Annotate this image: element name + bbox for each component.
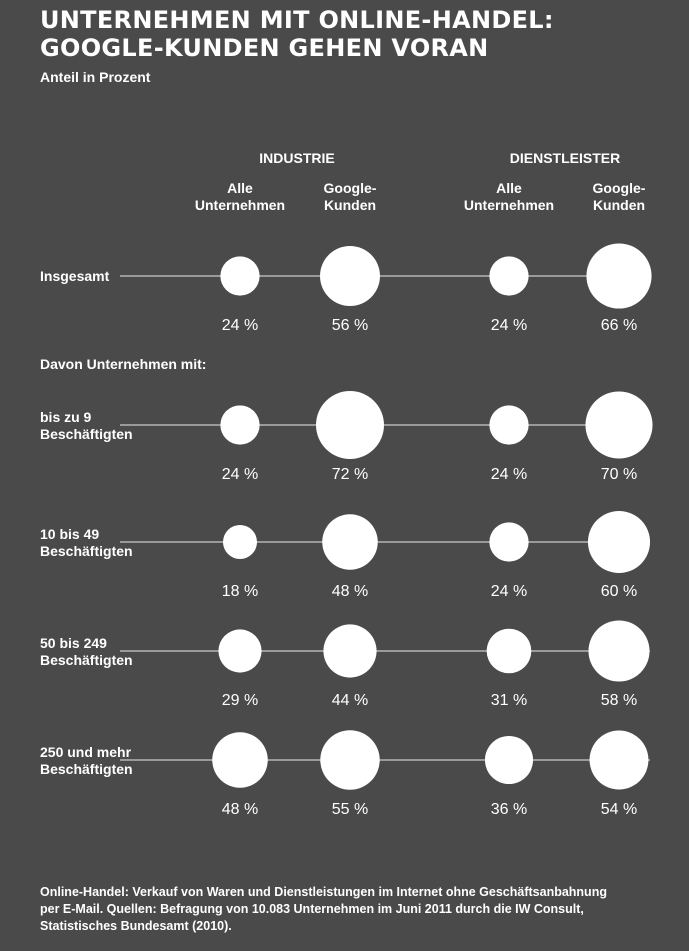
value-label: 44 %: [332, 692, 368, 709]
bubble: [587, 510, 651, 574]
group-header: DIENSTLEISTER: [510, 150, 620, 166]
value-label: 18 %: [222, 583, 258, 600]
row-label-line: 10 bis 49: [40, 526, 99, 542]
bubble: [220, 256, 260, 296]
bubble: [484, 735, 534, 785]
value-label: 48 %: [222, 801, 258, 818]
bubble: [223, 525, 257, 559]
row-label-line: Beschäftigten: [40, 543, 133, 559]
value-label: 36 %: [491, 801, 527, 818]
bubble: [489, 522, 529, 562]
column-header-line-1: Alle: [496, 180, 522, 196]
chart-title-line-2: GOOGLE-KUNDEN GEHEN VORAN: [40, 34, 489, 62]
chart-title-line-1: UNTERNEHMEN MIT ONLINE-HANDEL:: [40, 6, 554, 34]
value-label: 48 %: [332, 583, 368, 600]
bubble: [316, 391, 384, 459]
value-label: 24 %: [491, 466, 527, 483]
bubble: [320, 730, 380, 790]
column-header-line-2: Kunden: [324, 197, 376, 213]
value-label: 70 %: [601, 466, 637, 483]
row-label-line: bis zu 9: [40, 409, 92, 425]
column-header-line-2: Unternehmen: [464, 197, 554, 213]
row-label-line: Beschäftigten: [40, 426, 133, 442]
bubble: [220, 405, 260, 445]
value-label: 29 %: [222, 692, 258, 709]
value-label: 56 %: [332, 317, 368, 334]
section-label: Davon Unternehmen mit:: [40, 356, 206, 372]
bubble: [588, 620, 650, 682]
value-label: 31 %: [491, 692, 527, 709]
column-header-line-2: Kunden: [593, 197, 645, 213]
bubble: [586, 243, 652, 309]
bubble: [218, 629, 262, 673]
value-label: 72 %: [332, 466, 368, 483]
bubble: [486, 628, 532, 674]
column-header-line-1: Google-: [593, 180, 646, 196]
value-label: 66 %: [601, 317, 637, 334]
row-label: Insgesamt: [40, 268, 110, 284]
value-label: 58 %: [601, 692, 637, 709]
value-label: 55 %: [332, 801, 368, 818]
column-header-line-2: Unternehmen: [195, 197, 285, 213]
value-label: 54 %: [601, 801, 637, 818]
value-label: 24 %: [222, 466, 258, 483]
footnote: Online-Handel: Verkauf von Waren und Die…: [40, 884, 640, 935]
bubble: [585, 391, 653, 459]
value-label: 24 %: [222, 317, 258, 334]
row-label-line: 250 und mehr: [40, 744, 132, 760]
bubble: [323, 624, 377, 678]
chart-subtitle: Anteil in Prozent: [40, 69, 151, 85]
row-label-line: 50 bis 249: [40, 635, 107, 651]
bubble: [322, 514, 378, 570]
bubble: [489, 256, 529, 296]
column-header-line-1: Alle: [227, 180, 253, 196]
column-header-line-1: Google-: [324, 180, 377, 196]
chart-title: UNTERNEHMEN MIT ONLINE-HANDEL: GOOGLE-KU…: [40, 6, 680, 62]
footnote-line-2: per E-Mail. Quellen: Befragung von 10.08…: [40, 902, 584, 916]
value-label: 24 %: [491, 583, 527, 600]
bubble: [589, 730, 649, 790]
group-header: INDUSTRIE: [259, 150, 334, 166]
bubble: [212, 732, 268, 788]
value-label: 60 %: [601, 583, 637, 600]
bubble: [489, 405, 529, 445]
row-label-line: Beschäftigten: [40, 761, 133, 777]
row-label-line: Beschäftigten: [40, 652, 133, 668]
footnote-line-1: Online-Handel: Verkauf von Waren und Die…: [40, 885, 607, 899]
bubble: [320, 246, 380, 306]
footnote-line-3: Statistisches Bundesamt (2010).: [40, 919, 232, 933]
value-label: 24 %: [491, 317, 527, 334]
